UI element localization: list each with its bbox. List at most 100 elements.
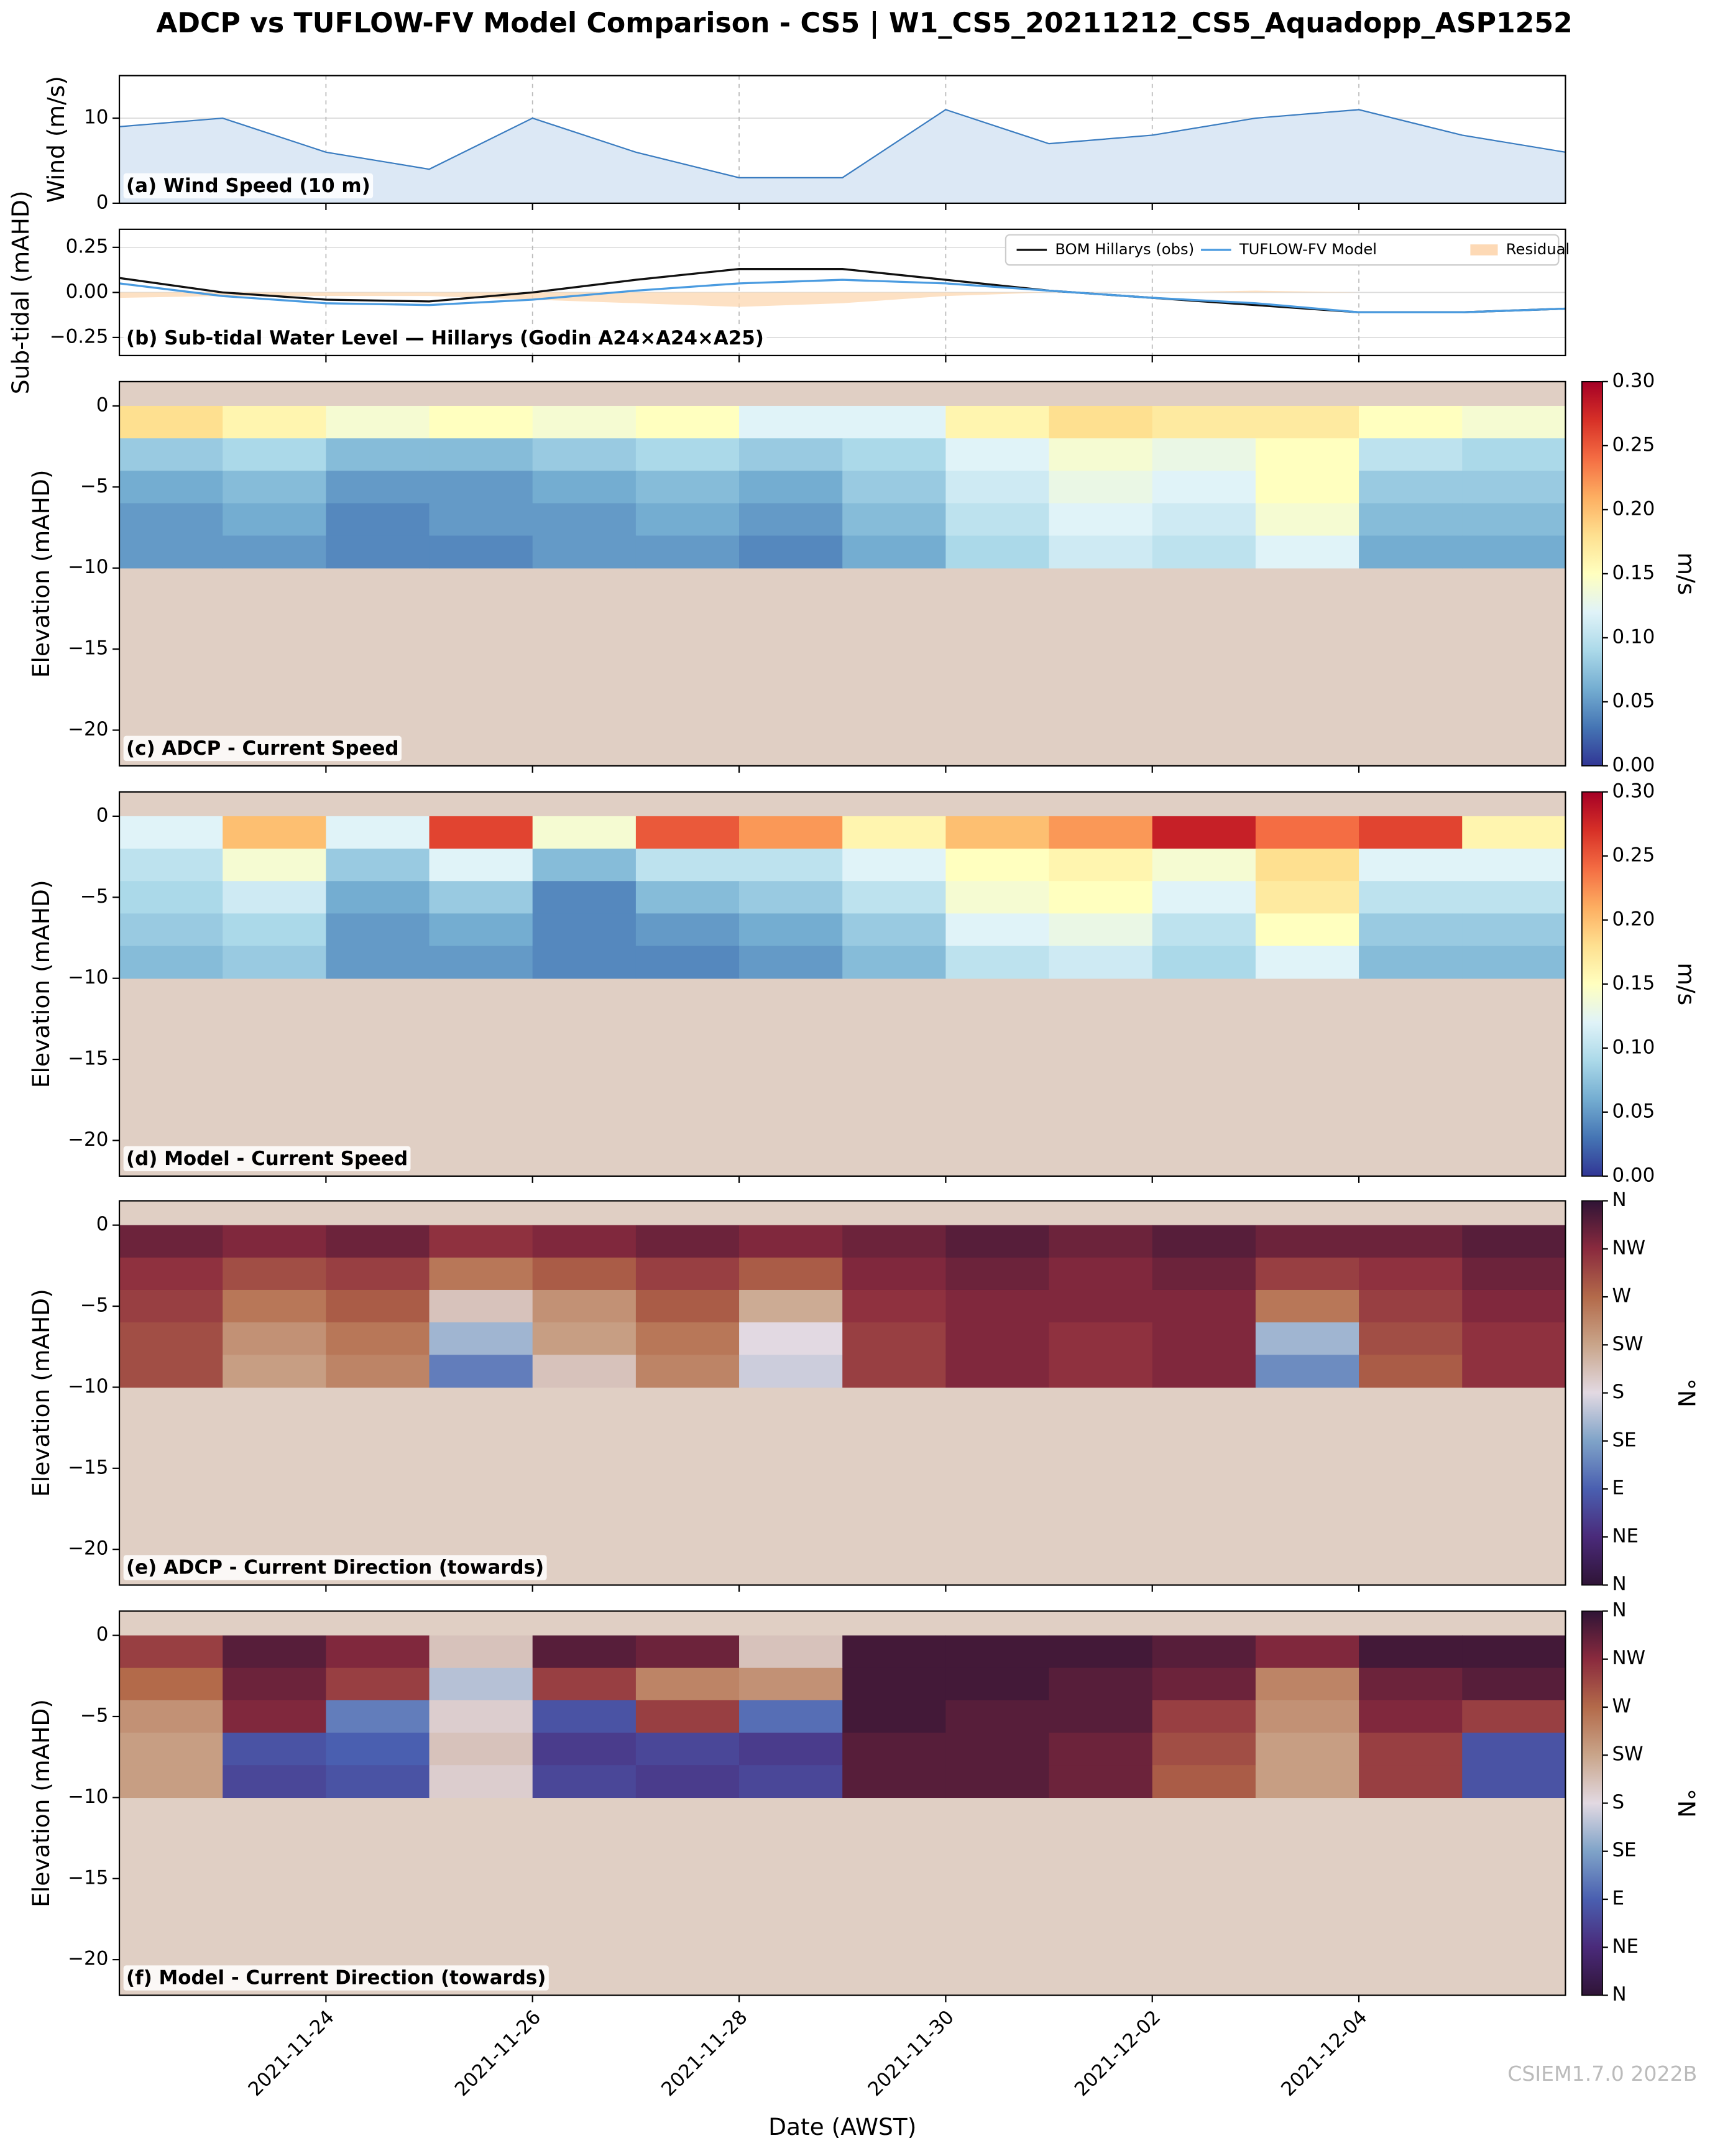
cell — [223, 1355, 327, 1388]
cell — [1359, 1700, 1463, 1733]
cell — [326, 1289, 430, 1323]
x-tick-label: 2021-12-02 — [1070, 2006, 1165, 2101]
cell — [842, 1355, 947, 1388]
cell — [326, 471, 430, 504]
cell — [119, 471, 223, 504]
axes-frame — [118, 228, 1566, 357]
cell — [635, 913, 740, 947]
cell — [326, 913, 430, 947]
x-tick-label: 2021-11-30 — [863, 2006, 958, 2101]
cell — [429, 913, 533, 947]
cell — [635, 1289, 740, 1323]
legend-label: Residual — [1506, 240, 1570, 258]
colorbar-tick-label: 0.05 — [1612, 689, 1655, 712]
panel-annotation: (f) Model - Current Direction (towards) — [126, 1967, 546, 1989]
x-tick-label: 2021-11-28 — [657, 2006, 752, 2101]
cell — [326, 1765, 430, 1799]
cell — [119, 881, 223, 914]
cell — [532, 881, 637, 914]
cell — [326, 1322, 430, 1355]
y-tick-label: −20 — [68, 718, 108, 740]
cell — [1462, 1355, 1566, 1388]
cell — [945, 881, 1050, 914]
cell — [223, 1765, 327, 1799]
y-tick-label: 0 — [96, 1623, 109, 1646]
cell — [1462, 816, 1566, 849]
cell — [945, 1635, 1050, 1669]
cell — [1152, 1733, 1256, 1766]
cell — [223, 1700, 327, 1733]
cell — [1152, 405, 1256, 439]
cell — [429, 1257, 533, 1291]
plot-area — [119, 109, 1566, 203]
cell — [945, 1225, 1050, 1258]
y-tick-label: −5 — [80, 1294, 109, 1317]
cell — [223, 1733, 327, 1766]
cell — [1049, 1635, 1153, 1669]
area — [119, 109, 1566, 203]
cell — [1359, 471, 1463, 504]
panel: 0 −5 −10 −15 −20 0.00 0.05 0.10 0.15 0.20 0.25 0.30… — [27, 780, 1700, 1186]
cell — [326, 1635, 430, 1669]
residual-area — [119, 290, 1566, 307]
cell — [119, 438, 223, 471]
cell — [532, 1225, 637, 1258]
cell — [223, 913, 327, 947]
panel: 0 −5 −10 −15 −20 N NE E SE S SW W NW N °N Elevation (mA… — [27, 1189, 1700, 1595]
plot-area — [119, 405, 1566, 569]
cell — [429, 471, 533, 504]
annotation-box — [123, 1146, 411, 1172]
y-axis-label: Wind (m/s) — [42, 76, 70, 203]
cell — [1152, 1322, 1256, 1355]
cell — [739, 946, 843, 979]
cell — [1049, 1765, 1153, 1799]
cell — [945, 438, 1050, 471]
cell — [1152, 1667, 1256, 1701]
cell — [1255, 946, 1359, 979]
cell — [1152, 1635, 1256, 1669]
colorbar-tick-label: 0.20 — [1612, 497, 1655, 520]
cell — [119, 1289, 223, 1323]
cell — [1049, 913, 1153, 947]
y-tick-label: −15 — [68, 1048, 108, 1070]
cell — [1359, 503, 1463, 537]
cell — [1049, 1225, 1153, 1258]
cell — [1255, 849, 1359, 882]
cell — [429, 1733, 533, 1766]
line — [119, 279, 1566, 313]
cell — [842, 1225, 947, 1258]
cell — [119, 849, 223, 882]
plot-area — [119, 268, 1566, 313]
cell — [945, 913, 1050, 947]
cell — [1152, 471, 1256, 504]
colorbar-tick-label: SW — [1612, 1743, 1643, 1766]
cell — [1049, 1289, 1153, 1323]
colorbar-tick-label: 0.10 — [1612, 625, 1655, 648]
cell — [1255, 1257, 1359, 1291]
cell — [1049, 438, 1153, 471]
footer: CSIEM1.7.0 2022B — [1507, 2062, 1697, 2086]
cell — [635, 849, 740, 882]
colorbar-tick-label: S — [1612, 1791, 1624, 1813]
colorbar — [1581, 1200, 1603, 1586]
axes-frame — [118, 1610, 1566, 1996]
colorbar-tick-label: 0.15 — [1612, 561, 1655, 584]
cell — [739, 535, 843, 569]
cell — [635, 535, 740, 569]
colorbar-tick-label: 0.10 — [1612, 1036, 1655, 1058]
cell — [119, 1322, 223, 1355]
cell — [739, 1257, 843, 1291]
cell — [842, 849, 947, 882]
cell — [1152, 1225, 1256, 1258]
cell — [739, 816, 843, 849]
y-axis-label: Elevation (mAHD) — [27, 1289, 55, 1497]
y-tick-label: −15 — [68, 1456, 108, 1478]
cell — [1049, 881, 1153, 914]
cell — [1359, 913, 1463, 947]
cell — [1462, 849, 1566, 882]
y-axis-label: Elevation (mAHD) — [27, 469, 55, 678]
cell — [842, 405, 947, 439]
cell — [429, 849, 533, 882]
cell — [429, 503, 533, 537]
cell — [1462, 1225, 1566, 1258]
